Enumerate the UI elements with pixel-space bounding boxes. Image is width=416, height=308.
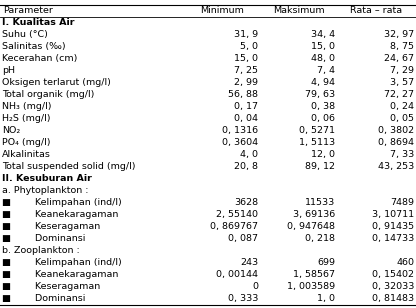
Text: ■        Keanekaragaman: ■ Keanekaragaman xyxy=(2,210,118,219)
Text: NO₂: NO₂ xyxy=(2,126,20,135)
Text: 5, 0: 5, 0 xyxy=(240,42,258,51)
Text: 0, 14733: 0, 14733 xyxy=(372,234,414,243)
Text: 56, 88: 56, 88 xyxy=(228,90,258,99)
Text: Alkalinitas: Alkalinitas xyxy=(2,150,50,159)
Text: 2, 55140: 2, 55140 xyxy=(216,210,258,219)
Text: 7, 29: 7, 29 xyxy=(390,66,414,75)
Text: 0, 218: 0, 218 xyxy=(305,234,335,243)
Text: pH: pH xyxy=(2,66,15,75)
Text: 0, 00144: 0, 00144 xyxy=(216,270,258,279)
Text: 0, 81483: 0, 81483 xyxy=(372,294,414,303)
Text: ■        Kelimpahan (ind/l): ■ Kelimpahan (ind/l) xyxy=(2,258,121,267)
Text: 7, 33: 7, 33 xyxy=(390,150,414,159)
Text: 0, 17: 0, 17 xyxy=(234,102,258,111)
Text: H₂S (mg/l): H₂S (mg/l) xyxy=(2,114,50,123)
Text: 0, 333: 0, 333 xyxy=(228,294,258,303)
Text: 0, 05: 0, 05 xyxy=(390,114,414,123)
Text: NH₃ (mg/l): NH₃ (mg/l) xyxy=(2,102,51,111)
Text: I. Kualitas Air: I. Kualitas Air xyxy=(2,18,74,27)
Text: 1, 5113: 1, 5113 xyxy=(299,138,335,147)
Text: 15, 0: 15, 0 xyxy=(234,54,258,63)
Text: Oksigen terlarut (mg/l): Oksigen terlarut (mg/l) xyxy=(2,78,111,87)
Text: PO₄ (mg/l): PO₄ (mg/l) xyxy=(2,138,50,147)
Text: ■        Keanekaragaman: ■ Keanekaragaman xyxy=(2,270,118,279)
Text: Suhu (°C): Suhu (°C) xyxy=(2,30,47,39)
Text: 0, 947648: 0, 947648 xyxy=(287,222,335,231)
Text: a. Phytoplankton :: a. Phytoplankton : xyxy=(2,186,88,195)
Text: Parameter: Parameter xyxy=(3,6,53,15)
Text: ■        Keseragaman: ■ Keseragaman xyxy=(2,222,100,231)
Text: 2, 99: 2, 99 xyxy=(234,78,258,87)
Text: 89, 12: 89, 12 xyxy=(305,162,335,171)
Text: 7, 4: 7, 4 xyxy=(317,66,335,75)
Text: 1, 003589: 1, 003589 xyxy=(287,282,335,291)
Text: 7, 25: 7, 25 xyxy=(234,66,258,75)
Text: 72, 27: 72, 27 xyxy=(384,90,414,99)
Text: 24, 67: 24, 67 xyxy=(384,54,414,63)
Text: 0, 8694: 0, 8694 xyxy=(378,138,414,147)
Text: 0, 3802: 0, 3802 xyxy=(378,126,414,135)
Text: 460: 460 xyxy=(396,258,414,267)
Text: 48, 0: 48, 0 xyxy=(311,54,335,63)
Text: 11533: 11533 xyxy=(305,198,335,207)
Text: ■        Dominansi: ■ Dominansi xyxy=(2,234,85,243)
Text: ■        Kelimpahan (ind/l): ■ Kelimpahan (ind/l) xyxy=(2,198,121,207)
Text: 12, 0: 12, 0 xyxy=(311,150,335,159)
Text: 0, 869767: 0, 869767 xyxy=(210,222,258,231)
Text: 243: 243 xyxy=(240,258,258,267)
Text: 8, 75: 8, 75 xyxy=(390,42,414,51)
Text: 0, 24: 0, 24 xyxy=(390,102,414,111)
Text: Salinitas (‰): Salinitas (‰) xyxy=(2,42,65,51)
Text: 0, 32033: 0, 32033 xyxy=(372,282,414,291)
Text: 0, 06: 0, 06 xyxy=(311,114,335,123)
Text: 699: 699 xyxy=(317,258,335,267)
Text: Total organik (mg/l): Total organik (mg/l) xyxy=(2,90,94,99)
Text: 0, 5271: 0, 5271 xyxy=(299,126,335,135)
Text: 0, 3604: 0, 3604 xyxy=(222,138,258,147)
Text: 3628: 3628 xyxy=(234,198,258,207)
Text: 0, 04: 0, 04 xyxy=(234,114,258,123)
Text: 3, 57: 3, 57 xyxy=(390,78,414,87)
Text: 3, 69136: 3, 69136 xyxy=(293,210,335,219)
Text: 4, 94: 4, 94 xyxy=(311,78,335,87)
Text: Total suspended solid (mg/l): Total suspended solid (mg/l) xyxy=(2,162,135,171)
Text: 1, 58567: 1, 58567 xyxy=(293,270,335,279)
Text: 3, 10711: 3, 10711 xyxy=(372,210,414,219)
Text: 34, 4: 34, 4 xyxy=(311,30,335,39)
Text: 4, 0: 4, 0 xyxy=(240,150,258,159)
Text: 15, 0: 15, 0 xyxy=(311,42,335,51)
Text: 7489: 7489 xyxy=(390,198,414,207)
Text: 0, 38: 0, 38 xyxy=(311,102,335,111)
Text: Minimum: Minimum xyxy=(201,6,245,15)
Text: Rata – rata: Rata – rata xyxy=(350,6,403,15)
Text: II. Kesuburan Air: II. Kesuburan Air xyxy=(2,174,92,183)
Text: 32, 97: 32, 97 xyxy=(384,30,414,39)
Text: 0, 15402: 0, 15402 xyxy=(372,270,414,279)
Text: 0, 087: 0, 087 xyxy=(228,234,258,243)
Text: Maksimum: Maksimum xyxy=(272,6,324,15)
Text: 79, 63: 79, 63 xyxy=(305,90,335,99)
Text: b. Zooplankton :: b. Zooplankton : xyxy=(2,246,79,255)
Text: Kecerahan (cm): Kecerahan (cm) xyxy=(2,54,77,63)
Text: 31, 9: 31, 9 xyxy=(234,30,258,39)
Text: 20, 8: 20, 8 xyxy=(234,162,258,171)
Text: 0: 0 xyxy=(253,282,258,291)
Text: 0, 91435: 0, 91435 xyxy=(372,222,414,231)
Text: 43, 253: 43, 253 xyxy=(378,162,414,171)
Text: 1, 0: 1, 0 xyxy=(317,294,335,303)
Text: 0, 1316: 0, 1316 xyxy=(222,126,258,135)
Text: ■        Keseragaman: ■ Keseragaman xyxy=(2,282,100,291)
Text: ■        Dominansi: ■ Dominansi xyxy=(2,294,85,303)
